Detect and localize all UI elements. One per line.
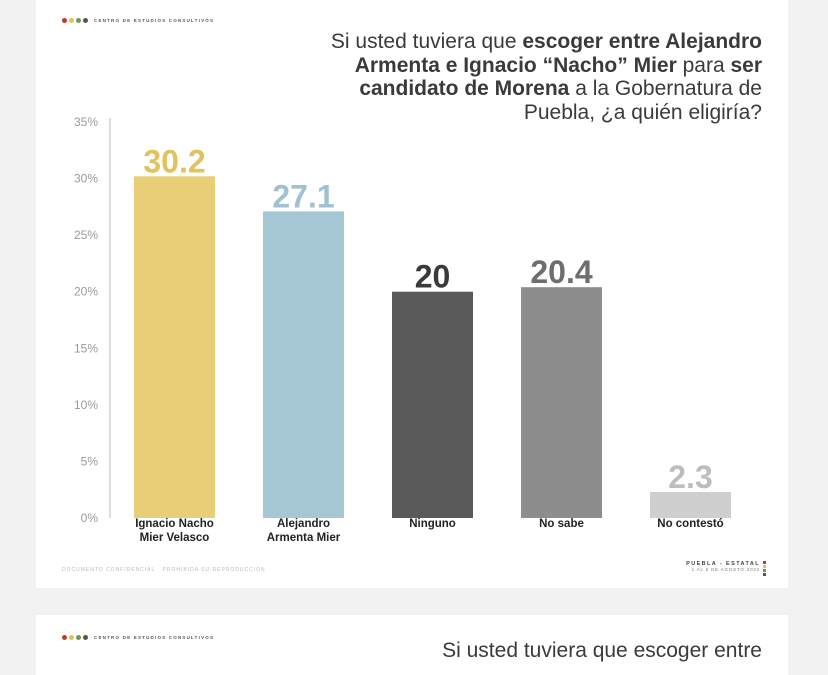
brand-dot [76, 18, 81, 23]
category-label: Alejandro [277, 518, 330, 530]
data-label: 20.4 [530, 254, 592, 290]
footer-dot [763, 561, 766, 564]
bar [134, 176, 215, 518]
next-slide-title: Si usted tuviera que escoger entre [442, 639, 762, 662]
brand-dot [62, 18, 67, 23]
brand-dot [69, 18, 74, 23]
y-tick-label: 5% [81, 454, 99, 468]
footer-dot [763, 573, 766, 576]
next-brand-header: CENTRO DE ESTUDIOS CONSULTIVOS [62, 635, 214, 640]
title-bold-1: escoger entre Alejandro Armenta e Ignaci… [354, 30, 762, 77]
survey-region: PUEBLA - ESTATAL [686, 561, 760, 567]
chart-title: Si usted tuviera que escoger entre Aleja… [322, 30, 762, 124]
footer-dot [763, 565, 766, 568]
data-label: 30.2 [143, 143, 205, 179]
brand-dot [83, 18, 88, 23]
brand-dot [62, 635, 67, 640]
bar-chart: 0% 5% 10% 15% 20% 25% 30% 35% 30.2 Ignacio Nacho M… [74, 115, 731, 544]
bar [392, 291, 473, 518]
data-label: 2.3 [668, 459, 712, 495]
next-brand-name: CENTRO DE ESTUDIOS CONSULTIVOS [94, 635, 215, 640]
survey-info: PUEBLA - ESTATAL 1 AL 5 DE AGOSTO 2022 [686, 561, 760, 572]
bar [521, 287, 602, 518]
title-prefix: Si usted tuviera que [330, 30, 523, 53]
category-label: No contestó [657, 518, 723, 530]
brand-name: CENTRO DE ESTUDIOS CONSULTIVOS [94, 18, 215, 23]
category-label: Mier Velasco [140, 532, 210, 544]
category-label: Ignacio Nacho [135, 518, 214, 530]
footer-logo [763, 561, 766, 576]
y-tick-label: 0% [81, 511, 99, 525]
brand-dot [83, 635, 88, 640]
survey-dates: 1 AL 5 DE AGOSTO 2022 [691, 567, 760, 572]
y-tick-label: 25% [74, 228, 98, 242]
y-tick-label: 35% [74, 115, 98, 129]
title-suffix: a la Gobernatura de Puebla, ¿a quién eli… [523, 77, 762, 124]
title-bold-2: ser candidato de Morena [359, 53, 762, 101]
chart-slide: CENTRO DE ESTUDIOS CONSULTIVOS Si usted … [36, 0, 788, 588]
category-label: No sabe [539, 518, 584, 530]
y-tick-label: 10% [74, 398, 98, 412]
bar [263, 211, 344, 518]
category-label: Armenta Mier [267, 532, 341, 544]
data-label: 27.1 [272, 178, 334, 214]
data-label: 20 [415, 259, 451, 295]
brand-dot [76, 635, 81, 640]
confidential-note: DOCUMENTO CONFIDENCIAL · PROHIBIDA SU RE… [62, 567, 266, 573]
next-brand-logo [62, 635, 88, 640]
category-label: Ninguno [409, 518, 456, 530]
footer-dot [763, 569, 766, 572]
y-tick-label: 15% [74, 341, 98, 355]
brand-dot [69, 635, 74, 640]
brand-logo [62, 18, 88, 23]
y-tick-label: 30% [74, 172, 98, 186]
brand-header: CENTRO DE ESTUDIOS CONSULTIVOS [62, 18, 214, 23]
bar [650, 491, 731, 518]
y-tick-label: 20% [74, 285, 98, 299]
title-mid: para [676, 53, 731, 77]
next-slide-peek: CENTRO DE ESTUDIOS CONSULTIVOS Si usted … [36, 615, 788, 675]
